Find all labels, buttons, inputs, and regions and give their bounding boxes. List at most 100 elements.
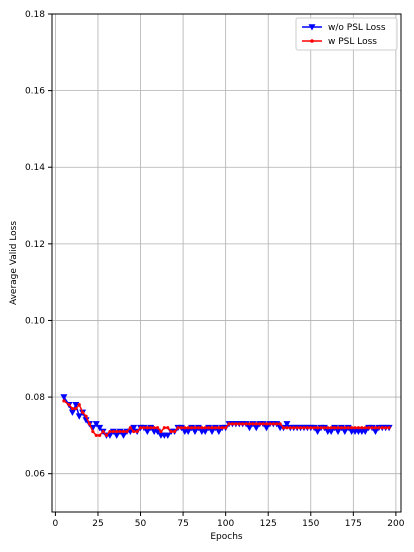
data-point — [346, 426, 350, 430]
data-point — [152, 426, 156, 430]
data-point — [104, 433, 109, 437]
data-point — [138, 426, 143, 430]
data-point — [244, 422, 248, 426]
data-point — [285, 426, 289, 430]
data-point — [142, 426, 146, 430]
data-point — [108, 429, 112, 434]
data-point — [62, 399, 66, 403]
plot-frame — [51, 13, 402, 513]
data-point — [207, 426, 211, 430]
data-point — [81, 410, 85, 414]
data-point — [179, 426, 183, 430]
data-point — [91, 429, 95, 434]
y-tick-label: 0.06 — [25, 470, 45, 480]
data-point — [237, 422, 241, 426]
x-axis: 0 25 50 75 100 125 150 175 200 — [53, 512, 405, 529]
legend-label: w/o PSL Loss — [328, 23, 386, 33]
data-point — [292, 426, 296, 430]
data-point — [326, 426, 330, 430]
data-point — [241, 422, 245, 426]
data-point — [230, 422, 235, 426]
data-point — [72, 401, 80, 409]
data-point — [68, 409, 76, 416]
data-point — [176, 426, 180, 430]
y-tick-label: 0.12 — [25, 240, 45, 250]
data-point — [196, 426, 201, 430]
legend: w/o PSL Loss w PSL Loss — [295, 17, 398, 51]
data-point — [130, 424, 138, 432]
data-point — [200, 426, 204, 430]
legend-entry: w PSL Loss — [302, 37, 377, 47]
data-point — [84, 414, 88, 418]
data-point — [327, 428, 335, 436]
data-point — [363, 426, 367, 430]
data-point — [302, 426, 306, 430]
data-point — [169, 429, 173, 434]
data-point — [371, 428, 379, 436]
data-point — [183, 426, 187, 430]
data-point — [213, 426, 218, 430]
y-axis-label: Average Valid Loss — [9, 221, 19, 305]
data-point — [278, 422, 282, 426]
data-point — [377, 426, 381, 430]
data-point — [113, 432, 121, 439]
data-point — [217, 426, 221, 430]
data-point — [283, 421, 291, 428]
data-point — [334, 428, 342, 436]
data-point — [145, 426, 149, 430]
x-tick-label: 50 — [135, 519, 147, 529]
data-point — [361, 428, 369, 436]
data-point — [193, 426, 197, 430]
data-point — [252, 424, 260, 432]
data-point — [98, 433, 102, 437]
legend-marker — [308, 24, 316, 31]
data-point — [128, 426, 132, 430]
data-point — [67, 403, 71, 407]
data-point — [373, 426, 378, 430]
data-point — [208, 428, 216, 436]
data-point — [245, 424, 253, 432]
data-point — [190, 426, 194, 430]
data-point — [247, 422, 252, 426]
x-tick-label: 75 — [177, 519, 188, 529]
data-point — [143, 428, 151, 436]
x-tick-label: 175 — [345, 519, 362, 529]
data-point — [162, 426, 166, 430]
data-point — [309, 426, 313, 430]
x-tick-label: 100 — [217, 519, 234, 529]
data-point — [115, 429, 119, 434]
data-point — [380, 426, 384, 430]
data-point — [298, 426, 303, 430]
data-point — [101, 429, 105, 434]
data-point — [367, 426, 371, 430]
series-1 — [62, 399, 391, 437]
data-point — [384, 426, 388, 430]
data-point — [172, 429, 177, 434]
data-point — [339, 426, 344, 430]
data-point — [159, 429, 163, 434]
data-point — [315, 426, 320, 430]
data-point — [360, 426, 364, 430]
legend-marker — [310, 39, 314, 43]
data-point — [121, 429, 126, 434]
data-point — [87, 422, 92, 426]
data-point — [263, 424, 271, 432]
data-point — [314, 428, 322, 436]
data-point — [120, 432, 128, 439]
data-point — [350, 426, 354, 430]
data-point — [118, 429, 122, 434]
x-tick-label: 25 — [92, 519, 103, 529]
grid — [52, 13, 401, 512]
data-point — [322, 426, 326, 430]
data-point — [370, 426, 374, 430]
data-point — [343, 426, 347, 430]
data-point — [220, 426, 224, 430]
data-point — [387, 426, 391, 430]
data-point — [210, 426, 214, 430]
data-point — [75, 413, 83, 420]
data-point — [224, 426, 228, 430]
data-point — [77, 403, 81, 407]
data-point — [201, 428, 209, 436]
data-point — [155, 426, 160, 430]
